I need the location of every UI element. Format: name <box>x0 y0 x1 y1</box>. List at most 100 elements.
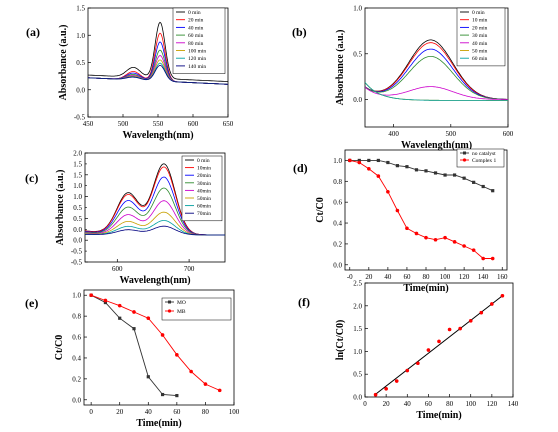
data-point <box>132 327 136 331</box>
data-point <box>117 303 122 308</box>
x-tick-label: -0 <box>347 273 353 281</box>
series-line <box>88 21 228 82</box>
series-line <box>85 225 225 236</box>
data-point <box>203 382 208 386</box>
y-tick-label: 1.0 <box>333 157 342 165</box>
data-point <box>146 316 151 321</box>
plot-area <box>347 158 495 261</box>
y-tick-label: 0.5 <box>76 59 85 67</box>
data-point <box>424 235 428 240</box>
legend-label: 20 min <box>188 18 204 24</box>
y-tick-label: 1.5 <box>73 171 82 179</box>
legend-label: 40 min <box>472 41 488 47</box>
y-tick-label: 0.0 <box>353 96 362 104</box>
series-line <box>349 159 493 259</box>
y-axis-label: Ct/C0 <box>315 197 326 223</box>
legend-marker <box>462 158 467 162</box>
legend-label: 30 min <box>472 33 488 39</box>
plot-area <box>88 21 228 85</box>
legend-label: 20min <box>197 173 211 179</box>
legend-label: 10 min <box>472 18 488 24</box>
x-tick-label: 600 <box>188 120 199 128</box>
data-point <box>426 348 431 352</box>
panel-e: 0 20 40 60 80 100 0.0 0.2 0.4 0.6 0.8 1.0 Time(min) C… <box>25 289 240 429</box>
y-tick-label: 2.0 <box>73 150 82 158</box>
x-tick-label: 80 <box>423 273 431 281</box>
data-point <box>447 327 452 332</box>
data-point <box>89 293 93 298</box>
x-tick-label: 400 <box>388 130 399 138</box>
data-point <box>443 173 447 177</box>
legend-label: 0 min <box>188 10 201 16</box>
x-tick-label: 500 <box>446 130 457 138</box>
data-point <box>490 302 494 306</box>
data-point <box>386 189 390 194</box>
x-tick-label: 20 <box>365 273 373 281</box>
data-point <box>103 300 108 305</box>
data-point <box>357 158 361 163</box>
legend-label: MB <box>177 309 186 315</box>
data-point <box>490 256 495 261</box>
legend-label: 140 min <box>188 64 206 70</box>
y-tick-label: 0.2 <box>72 375 81 383</box>
series-line <box>365 82 508 101</box>
legend-box <box>172 7 226 74</box>
x-tick-label: 550 <box>153 120 164 128</box>
data-point <box>462 176 466 180</box>
x-tick-label: 140 <box>508 400 519 408</box>
data-point <box>132 310 136 314</box>
x-tick-label: 600 <box>112 265 123 273</box>
x-tick-label: 650 <box>223 120 234 128</box>
x-tick-label: 450 <box>83 120 94 128</box>
y-tick-label: 1.5 <box>353 325 362 333</box>
data-point <box>373 393 378 397</box>
data-point <box>376 158 380 163</box>
data-point <box>416 361 420 365</box>
data-point <box>472 180 476 184</box>
data-point <box>175 353 179 357</box>
panel-b: 400 500 600 0.0 0.5 1.0 Wavelength(nm) Absorban… <box>292 5 514 152</box>
data-point <box>395 379 399 383</box>
plot-area <box>373 293 505 397</box>
data-point <box>471 248 476 252</box>
data-point <box>395 208 400 213</box>
y-tick-label: -0.5 <box>71 259 83 267</box>
x-axis-label: Time(min) <box>416 410 461 421</box>
legend-label: 0 min <box>197 158 210 164</box>
y-tick-label: 0.0 <box>72 396 81 404</box>
legend-label: 60min <box>197 204 211 210</box>
y-tick-label: 0.5 <box>353 50 362 58</box>
data-point <box>384 387 388 391</box>
panel-d: -0 20 40 60 80 100 120 140 160 0.0 0.2 0.4 0.6 0.8 1.0… <box>293 148 508 294</box>
plot-frame <box>364 282 514 398</box>
legend-label: Complex 1 <box>472 158 497 164</box>
data-point <box>405 226 409 231</box>
data-point <box>462 244 466 248</box>
data-point <box>433 237 438 242</box>
y-tick-label: 0.0 <box>76 86 85 94</box>
y-tick-label: 1.0 <box>76 32 85 40</box>
panel-label: (d) <box>293 161 308 175</box>
x-axis-label: Time(min) <box>403 283 448 294</box>
panel-c: 600 700 -0.5 0.0 0.5 1.0 1.5 2.0 -0.5 0.0 0.5 1.0 1.… <box>25 150 226 286</box>
x-tick-label: 60 <box>173 408 181 416</box>
data-point <box>217 388 222 393</box>
y-tick-label: 1.5 <box>76 5 85 13</box>
legend-label: 10min <box>197 166 211 172</box>
data-point <box>414 231 419 236</box>
data-point <box>386 160 390 165</box>
x-tick-label: 20 <box>116 408 124 416</box>
legend-label: 70min <box>197 211 211 217</box>
data-point <box>414 168 419 172</box>
legend-label: 50 min <box>472 49 488 55</box>
x-tick-label: 0 <box>89 408 93 416</box>
x-tick-label: 0 <box>363 400 367 408</box>
data-point <box>479 311 483 315</box>
x-axis-label: Time(min) <box>136 418 181 429</box>
y-tick-label: -0.5 <box>71 248 83 256</box>
series-line <box>88 64 228 85</box>
legend-label: 50min <box>197 196 211 202</box>
y-tick-label: 0.0 <box>333 261 342 269</box>
